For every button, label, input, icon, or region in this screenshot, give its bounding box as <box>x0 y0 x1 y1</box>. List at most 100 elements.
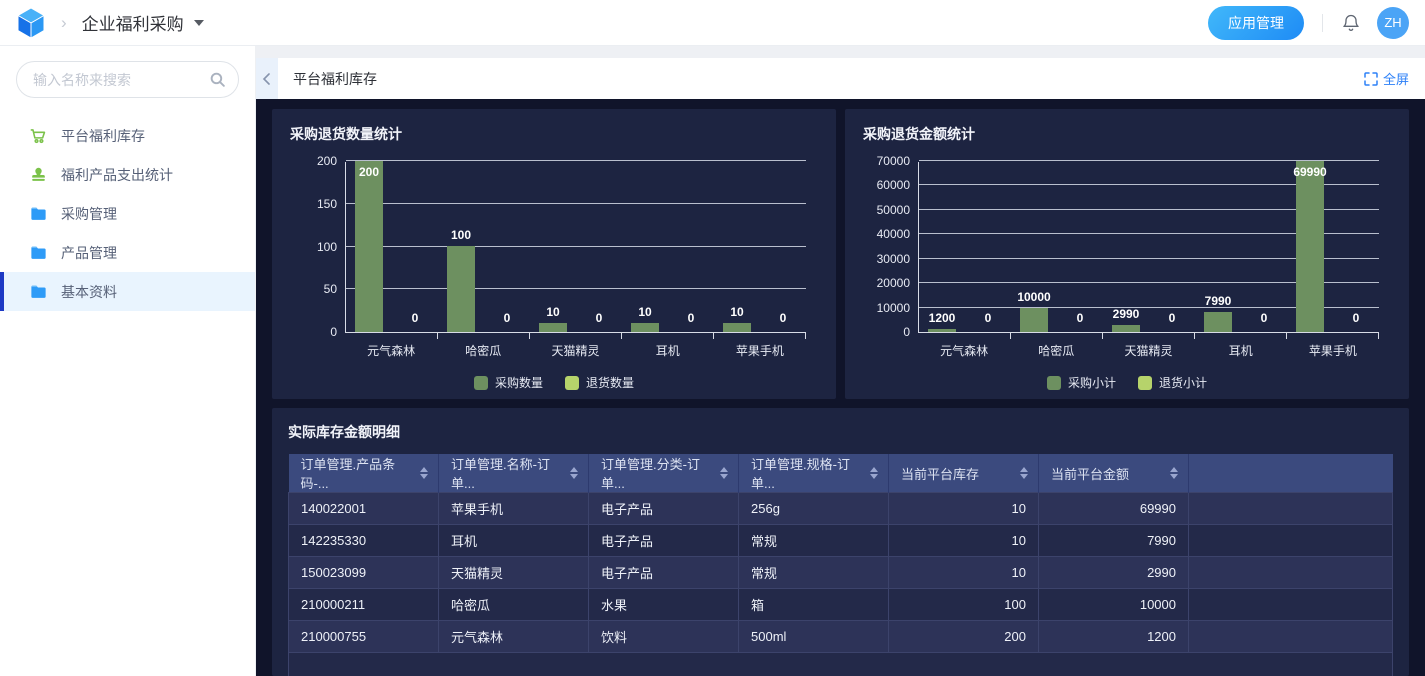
bar-group-天猫精灵: 10 0 <box>530 162 622 339</box>
sort-icon[interactable] <box>1170 467 1178 479</box>
cube-logo-icon[interactable] <box>16 7 46 39</box>
bar-采购小计-元气森林[interactable] <box>928 329 956 332</box>
page-title: 平台福利库存 <box>293 70 377 87</box>
chart-panel-quantity: 采购退货数量统计 0 50 100 150 200 200 0 100 0 10 0 10 0 10 0 元气… <box>272 109 836 399</box>
stamp-icon <box>29 165 48 184</box>
x-axis-category-label: 哈密瓜 <box>1038 344 1075 358</box>
table-row[interactable]: 210000211 哈密瓜 水果箱 100 10000 <box>288 588 1393 621</box>
table-cell: 256g <box>738 492 889 525</box>
bar-采购小计-耳机[interactable] <box>1204 312 1232 332</box>
bar-采购数量-苹果手机[interactable] <box>723 323 751 332</box>
header-divider <box>1322 13 1323 32</box>
chart-plot-area: 0 10000 20000 30000 40000 50000 60000 70000 1200… <box>877 154 1379 339</box>
x-axis-category-label: 元气森林 <box>940 344 989 358</box>
bar-value-label: 0 <box>984 311 992 325</box>
table-cell: 10 <box>888 492 1039 525</box>
bar-group-哈密瓜: 10000 0 <box>1011 162 1103 339</box>
bar-chart-quantity: 0 50 100 150 200 200 0 100 0 10 0 10 0 10 0 元气森林 哈密瓜 天猫精灵… <box>290 154 818 391</box>
chart-plot-area: 0 50 100 150 200 200 0 100 0 10 0 10 0 10 0 <box>317 154 806 339</box>
bar-采购小计-天猫精灵[interactable] <box>1112 325 1140 332</box>
column-header-label: 订单管理.分类-订单... <box>601 457 700 491</box>
bar-采购数量-元气森林[interactable] <box>355 161 383 332</box>
table-cell: 哈密瓜 <box>438 588 589 621</box>
y-axis-tick-label: 10000 <box>876 300 910 315</box>
search-input[interactable] <box>16 61 239 98</box>
bar-value-label: 0 <box>779 311 787 325</box>
column-header-4[interactable]: 订单管理.规格-订单... <box>738 454 889 493</box>
x-axis-category-label: 元气森林 <box>367 344 416 358</box>
legend-item-退货数量[interactable]: 退货数量 <box>565 374 634 391</box>
search-icon[interactable] <box>209 71 226 88</box>
bar-group-耳机: 7990 0 <box>1195 162 1287 339</box>
fullscreen-button[interactable]: 全屏 <box>1364 69 1409 88</box>
app-title[interactable]: 企业福利采购 <box>81 15 184 34</box>
app-manage-button[interactable]: 应用管理 <box>1208 5 1304 40</box>
chart-title-quantity: 采购退货数量统计 <box>290 126 402 142</box>
table-cell: 常规 <box>738 556 889 589</box>
sort-icon[interactable] <box>1020 467 1028 479</box>
column-header-1[interactable]: 订单管理.产品条码-... <box>288 454 439 493</box>
x-axis-category-label: 耳机 <box>655 344 680 358</box>
bar-value-label: 10 <box>730 305 744 319</box>
fullscreen-icon <box>1364 71 1378 86</box>
y-axis-tick-label: 30000 <box>876 251 910 266</box>
x-axis-tick <box>1010 333 1011 339</box>
table-cell: 天猫精灵 <box>438 556 589 589</box>
legend-label: 采购数量 <box>494 376 543 390</box>
breadcrumb-chevron-icon: › <box>61 12 67 32</box>
legend-item-退货小计[interactable]: 退货小计 <box>1138 374 1207 391</box>
column-header-label: 订单管理.名称-订单... <box>451 457 550 491</box>
sidebar-item-5[interactable]: 基本资料 <box>0 272 255 311</box>
user-avatar[interactable]: ZH <box>1377 6 1409 39</box>
app-switcher-caret-icon[interactable] <box>193 19 204 26</box>
column-header-5[interactable]: 当前平台库存 <box>888 454 1039 493</box>
column-header-2[interactable]: 订单管理.名称-订单... <box>438 454 589 493</box>
sidebar-item-3[interactable]: 采购管理 <box>0 194 255 233</box>
legend-item-采购小计[interactable]: 采购小计 <box>1046 374 1116 391</box>
table-title: 实际库存金额明细 <box>288 424 400 440</box>
column-header-3[interactable]: 订单管理.分类-订单... <box>588 454 739 493</box>
gridline <box>346 202 806 204</box>
y-axis-tick-label: 0 <box>330 325 337 339</box>
table-empty-area <box>288 653 1393 676</box>
bar-采购小计-哈密瓜[interactable] <box>1020 308 1048 332</box>
back-button[interactable] <box>256 58 278 99</box>
bar-采购数量-耳机[interactable] <box>631 323 659 332</box>
y-axis-tick-label: 50 <box>323 282 337 297</box>
x-axis-tick <box>529 333 530 339</box>
table-cell: 电子产品 <box>588 492 739 525</box>
table-cell: 10 <box>888 524 1039 557</box>
cart-icon <box>29 126 48 145</box>
table-cell: 500ml <box>738 620 889 653</box>
column-header-6[interactable]: 当前平台金额 <box>1038 454 1189 493</box>
table-row[interactable]: 210000755 元气森林 饮料 500ml 200 1200 <box>288 620 1393 653</box>
x-axis-tick <box>437 333 438 339</box>
table-row[interactable]: 142235330 耳机 电子产品 常规 10 7990 <box>288 524 1393 557</box>
sidebar-item-1[interactable]: 平台福利库存 <box>0 116 255 155</box>
table-cell: 饮料 <box>588 620 739 653</box>
bar-采购小计-苹果手机[interactable] <box>1296 161 1324 332</box>
table-row[interactable]: 150023099 天猫精灵 电子产品 常规 10 2990 <box>288 556 1393 589</box>
table-row[interactable]: 140022001 苹果手机 电子产品 256g 10 69990 <box>288 492 1393 525</box>
legend-item-采购数量[interactable]: 采购数量 <box>473 374 543 391</box>
bar-value-label: 0 <box>1168 311 1176 325</box>
sort-icon[interactable] <box>570 467 578 479</box>
inventory-table-panel: 实际库存金额明细 订单管理.产品条码-... 订单管理.名称-订单... 订单管理.… <box>272 408 1409 676</box>
bar-value-label: 0 <box>411 311 419 325</box>
gridline <box>919 257 1379 259</box>
sidebar-item-2[interactable]: 福利产品支出统计 <box>0 155 255 194</box>
sort-icon[interactable] <box>720 467 728 479</box>
sort-icon[interactable] <box>870 467 878 479</box>
table-cell <box>1188 492 1393 525</box>
notification-bell-icon[interactable] <box>1341 13 1361 33</box>
table-cell: 69990 <box>1038 492 1189 525</box>
bar-group-耳机: 10 0 <box>622 162 714 339</box>
bar-采购数量-天猫精灵[interactable] <box>539 323 567 332</box>
sort-icon[interactable] <box>420 467 428 479</box>
sidebar-item-4[interactable]: 产品管理 <box>0 233 255 272</box>
bar-采购数量-哈密瓜[interactable] <box>447 246 475 332</box>
inventory-table: 订单管理.产品条码-... 订单管理.名称-订单... 订单管理.分类-订单... 订… <box>288 454 1393 653</box>
column-header-label: 当前平台库存 <box>901 466 980 482</box>
x-axis-tick <box>621 333 622 339</box>
